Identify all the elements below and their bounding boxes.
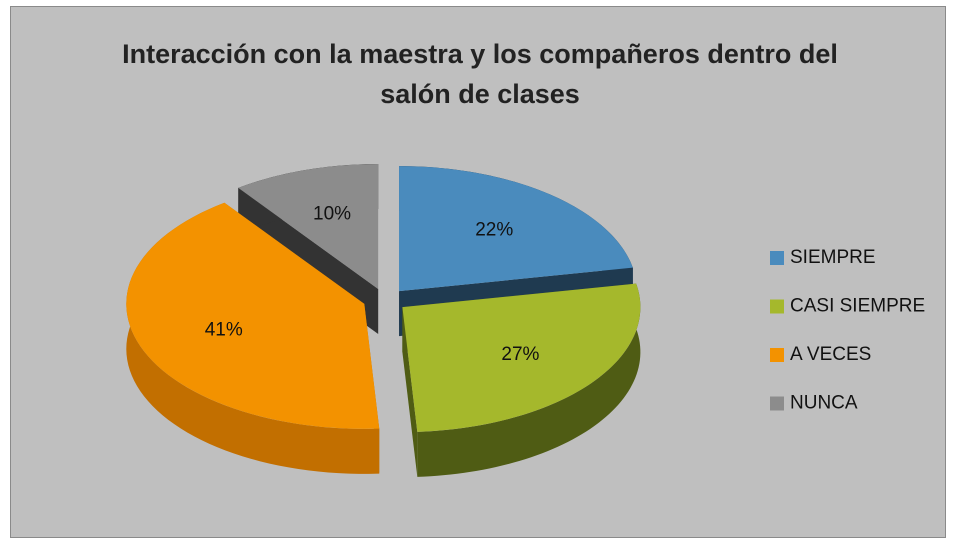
slice-side [417,283,641,477]
slice [126,202,380,474]
slice-top [399,166,633,292]
slice-top [402,283,641,432]
slice-side [126,202,380,474]
legend-label: SIEMPRE [790,247,876,268]
slice-top [238,164,379,290]
legend-swatch [770,396,784,411]
data-label: 41% [205,320,243,341]
data-label: 10% [313,203,351,224]
data-label: 27% [501,344,539,365]
legend-swatch [770,348,784,362]
slice-wall [402,307,418,477]
data-label: 22% [475,220,513,241]
slice-top [126,202,380,429]
legend-label: A VECES [790,344,871,365]
legend-label: NUNCA [790,393,858,414]
legend-label: CASI SIEMPRE [790,296,925,317]
chart-title: Interacción con la maestra y los compañe… [122,39,838,109]
legend-swatch [770,299,784,314]
legend-swatch [770,251,784,265]
slice [402,283,641,477]
